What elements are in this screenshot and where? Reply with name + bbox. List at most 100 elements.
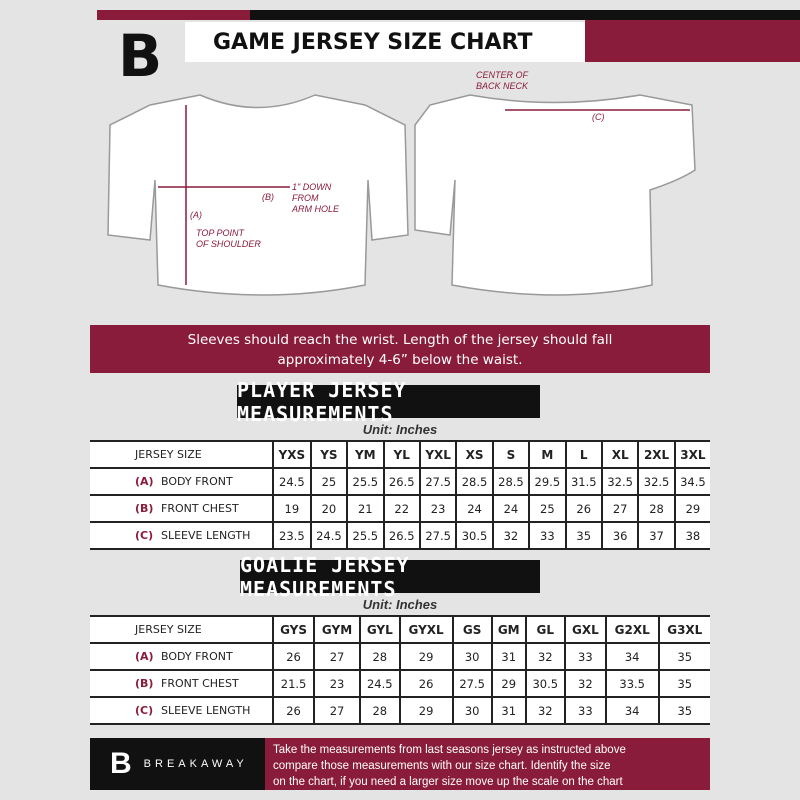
table-cell: 33.5 [604, 670, 659, 698]
row-name: FRONT CHEST [161, 502, 239, 515]
table-cell: 30 [451, 643, 492, 671]
table-cell: 24.5 [309, 522, 348, 550]
table-cell: 30.5 [455, 522, 493, 550]
table-cell: 35 [657, 643, 710, 671]
jersey-diagram [107, 94, 696, 296]
table-cell: 24.5 [358, 670, 400, 698]
header-red-block [585, 20, 800, 62]
size-header: YS [309, 440, 348, 469]
row-name: SLEEVE LENGTH [161, 704, 251, 717]
footer-brand-name: BREAKAWAY [143, 758, 248, 770]
table-cell: 31 [490, 643, 526, 671]
size-header: GM [490, 615, 526, 644]
size-header: M [528, 440, 566, 469]
table-cell: 34 [604, 697, 659, 725]
row-name: BODY FRONT [161, 475, 233, 488]
table-cell: 23.5 [272, 522, 311, 550]
table-cell: 37 [637, 522, 675, 550]
footer-line: compare those measurements with our size… [273, 760, 611, 772]
table-cell: 32 [563, 670, 606, 698]
table-cell: 25.5 [346, 468, 384, 496]
label-c: (C) [592, 112, 605, 122]
row-label: (A) BODY FRONT [90, 643, 273, 671]
label-b: (B) [262, 192, 274, 202]
table-cell: 27 [313, 643, 360, 671]
back-neck-note: CENTER OF BACK NECK [476, 70, 528, 92]
row-letter: (B) [135, 502, 154, 515]
goalie-unit: Unit: Inches [362, 597, 438, 612]
fit-banner: Sleeves should reach the wrist. Length o… [90, 325, 710, 373]
row-label: (A) BODY FRONT [90, 468, 273, 496]
header-row: JERSEY SIZE YXS YS YM YL YXL XS S M L XL 2XL 3XL [90, 440, 710, 469]
table-cell: 27.5 [418, 522, 457, 550]
table-cell: 22 [382, 495, 420, 523]
footer-brand: B BREAKAWAY [90, 738, 265, 790]
table-cell: 28 [358, 643, 400, 671]
table-cell: 29 [398, 643, 453, 671]
arm-hole-note: 1" DOWN FROM ARM HOLE [292, 182, 339, 215]
table-cell: 32.5 [600, 468, 639, 496]
table-cell: 34.5 [673, 468, 710, 496]
banner-line: Sleeves should reach the wrist. Length o… [187, 332, 613, 348]
table-cell: 35 [657, 670, 710, 698]
note-line: CENTER OF [476, 70, 529, 80]
table-row: (A) BODY FRONT 24.5 25 25.5 26.5 27.5 28.5 28.5 2… [90, 468, 710, 496]
table-cell: 34 [604, 643, 659, 671]
table-cell: 33 [563, 643, 606, 671]
size-header: GYL [358, 615, 400, 644]
table-row: (B) FRONT CHEST 19 20 21 22 23 24 24 25 26 27 28 29 [90, 495, 710, 523]
brand-logo: B [118, 22, 163, 90]
note-line: TOP POINT [196, 228, 245, 238]
table-cell: 30.5 [524, 670, 565, 698]
table-cell: 25 [309, 468, 348, 496]
row-letter: (C) [135, 529, 154, 542]
table-cell: 29 [490, 670, 526, 698]
size-header: GL [524, 615, 565, 644]
size-header: GYM [313, 615, 360, 644]
row-letter: (B) [135, 677, 154, 690]
goalie-size-table: JERSEY SIZE GYS GYM GYL GYXL GS GM GL GXL G2XL G3X… [90, 615, 710, 725]
table-cell: 29.5 [528, 468, 566, 496]
note-line: OF SHOULDER [196, 239, 261, 249]
table-row: (A) BODY FRONT 26 27 28 29 30 31 32 33 34 35 [90, 643, 710, 671]
size-header: L [564, 440, 602, 469]
row-label: (B) FRONT CHEST [90, 670, 273, 698]
size-header: GS [451, 615, 492, 644]
table-row: (C) SLEEVE LENGTH 23.5 24.5 25.5 26.5 27.5 30.5… [90, 522, 710, 550]
size-header: S [491, 440, 530, 469]
table-cell: 32 [524, 643, 565, 671]
size-header: GYXL [398, 615, 453, 644]
player-unit: Unit: Inches [362, 422, 438, 437]
size-header: YM [346, 440, 384, 469]
table-cell: 26.5 [382, 468, 420, 496]
size-header: 2XL [637, 440, 675, 469]
table-cell: 26 [271, 643, 315, 671]
table-row: (B) FRONT CHEST 21.5 23 24.5 26 27.5 29 30.5 32 33… [90, 670, 710, 698]
table-cell: 27 [600, 495, 639, 523]
table-cell: 19 [272, 495, 311, 523]
table-cell: 26.5 [382, 522, 420, 550]
table-cell: 31.5 [564, 468, 602, 496]
table-cell: 33 [563, 697, 606, 725]
row-name: BODY FRONT [161, 650, 233, 663]
goalie-section-title: GOALIE JERSEY MEASUREMENTS [240, 553, 540, 601]
table-cell: 24.5 [272, 468, 311, 496]
size-header: G3XL [657, 615, 710, 644]
table-cell: 26 [398, 670, 453, 698]
table-cell: 35 [657, 697, 710, 725]
table-cell: 21.5 [271, 670, 315, 698]
size-header: GYS [271, 615, 315, 644]
banner-line: approximately 4-6” below the waist. [277, 352, 523, 368]
note-line: ARM HOLE [292, 204, 340, 214]
player-section-title: PLAYER JERSEY MEASUREMENTS [237, 378, 540, 426]
table-cell: 30 [451, 697, 492, 725]
table-cell: 28 [358, 697, 400, 725]
row-label: (B) FRONT CHEST [90, 495, 273, 523]
table-cell: 32 [491, 522, 530, 550]
header-label: JERSEY SIZE [90, 440, 273, 469]
table-cell: 23 [313, 670, 360, 698]
jersey-back [414, 94, 696, 296]
table-cell: 24 [455, 495, 493, 523]
table-cell: 32 [524, 697, 565, 725]
header-label: JERSEY SIZE [90, 615, 273, 644]
